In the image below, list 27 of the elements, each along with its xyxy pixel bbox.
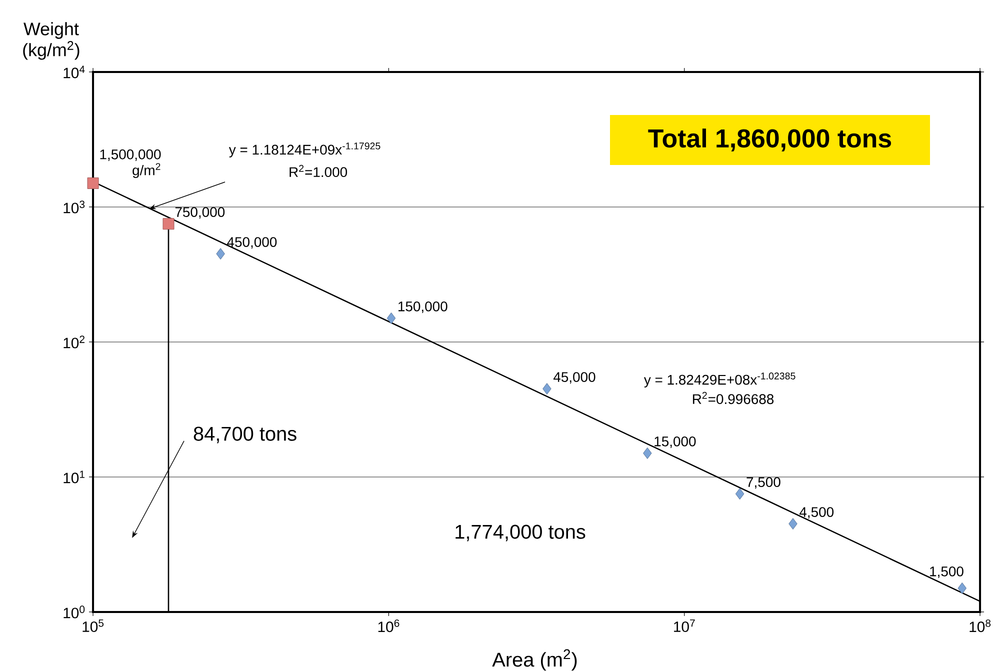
- y-axis-title: Weight (kg/m$^{2}$): [23, 22, 80, 60]
- annotation: 150,000: [398, 301, 448, 314]
- annotation: 4,500: [799, 507, 834, 519]
- annotation: 7,500: [746, 477, 780, 489]
- y-tick-label: 10$^{1}$: [64, 470, 84, 484]
- x-tick-label: 10$^{8}$: [970, 619, 991, 632]
- x-tick-label: 10$^{6}$: [378, 619, 400, 632]
- annotation: 1,774,000 tons: [456, 524, 586, 542]
- annotation: R$^{2}$=1.000: [290, 164, 348, 178]
- annotation: 750,000: [175, 207, 225, 219]
- y-tick-label: 10$^{2}$: [64, 336, 84, 348]
- x-axis-title: Area (m$^{2}$): [492, 649, 577, 671]
- annotation: y = 1.18124E+09x$^{-1.17925}$: [228, 142, 380, 158]
- y-tick-label: 10$^{3}$: [64, 200, 85, 214]
- annotation: 15,000: [654, 436, 696, 448]
- annotation: R$^{2}$=0.996688: [692, 392, 774, 404]
- annotation: Total 1,860,000 tons: [648, 128, 892, 152]
- annotation: 45,000: [553, 372, 596, 384]
- annotation: 1,500,000 g/m$^{2}$: [100, 149, 161, 178]
- annotation: 450,000: [227, 237, 277, 249]
- annotation: 1,500: [930, 566, 964, 578]
- annotation: 84,700 tons: [194, 426, 296, 444]
- annotation: y = 1.82429E+08x$^{-1.02385}$: [644, 372, 796, 388]
- x-tick-label: 10$^{5}$: [82, 619, 104, 632]
- y-tick-label: 10$^{4}$: [64, 66, 85, 78]
- y-tick-label: 10$^{0}$: [64, 606, 85, 618]
- x-tick-label: 10$^{7}$: [674, 619, 695, 632]
